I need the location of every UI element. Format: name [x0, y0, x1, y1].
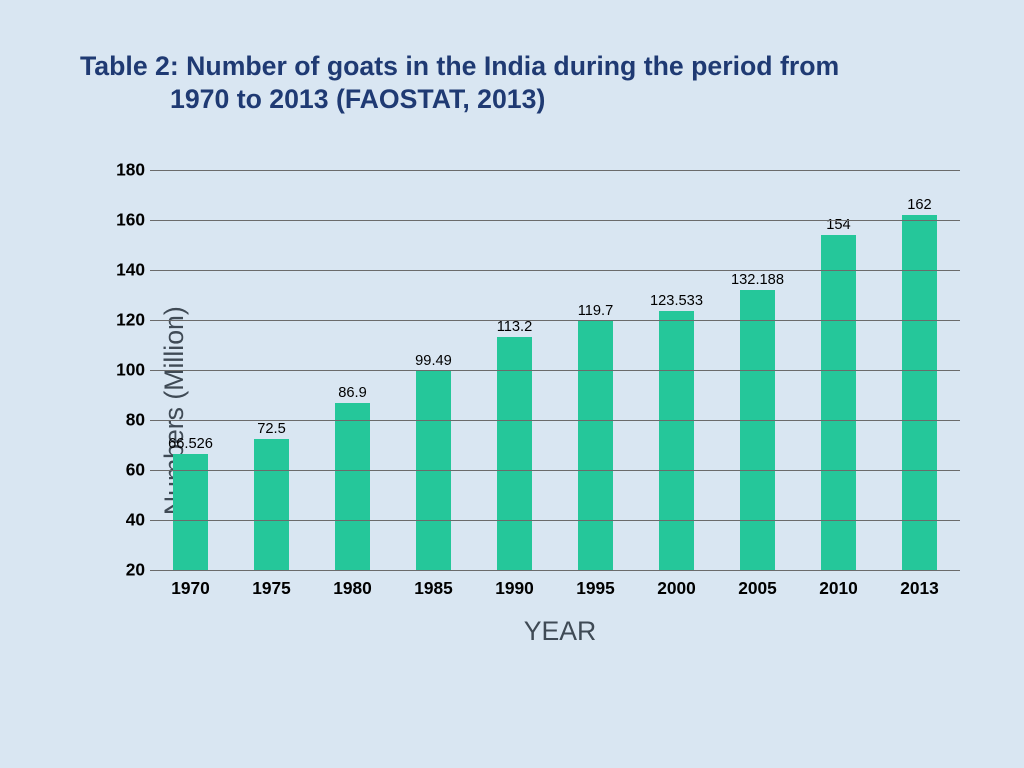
x-tick-label: 2013	[879, 578, 960, 599]
x-tick-label: 1990	[474, 578, 555, 599]
bar-value-label: 66.526	[168, 436, 213, 452]
x-tick-label: 1980	[312, 578, 393, 599]
bar: 66.526	[173, 454, 207, 570]
x-tick-label: 2010	[798, 578, 879, 599]
bar-value-label: 132.188	[731, 272, 784, 288]
plot-area: 66.526 72.5 86.9 99.49 113.2 119.7 123.533 132.…	[150, 170, 960, 570]
bar: 113.2	[497, 337, 531, 570]
y-tick-label: 20	[110, 560, 145, 581]
title-prefix: Table 2:	[80, 51, 186, 81]
y-tick-label: 180	[110, 160, 145, 181]
x-tick-label: 1970	[150, 578, 231, 599]
bar: 86.9	[335, 403, 369, 570]
title-line1: Number of goats in the India during the …	[186, 51, 839, 81]
bar-value-label: 99.49	[415, 353, 452, 369]
y-tick-label: 160	[110, 210, 145, 231]
bar-value-label: 119.7	[578, 303, 614, 319]
gridline	[150, 170, 960, 171]
gridline	[150, 420, 960, 421]
bar: 123.533	[659, 311, 693, 570]
bar-chart: Numbers (Million) 66.52672.586.999.49113…	[70, 160, 970, 680]
bar: 162	[902, 215, 936, 570]
y-tick-label: 60	[110, 460, 145, 481]
bar-value-label: 162	[907, 197, 931, 213]
gridline	[150, 570, 960, 571]
gridline	[150, 520, 960, 521]
y-tick-label: 120	[110, 310, 145, 331]
y-tick-label: 100	[110, 360, 145, 381]
bar-value-label: 86.9	[338, 385, 367, 401]
title-line2: 1970 to 2013 (FAOSTAT, 2013)	[80, 83, 545, 116]
chart-title: Table 2: Number of goats in the India du…	[80, 50, 940, 117]
x-axis-label: YEAR	[70, 616, 970, 647]
gridline	[150, 320, 960, 321]
x-tick-label: 1995	[555, 578, 636, 599]
y-tick-label: 140	[110, 260, 145, 281]
y-tick-label: 80	[110, 410, 145, 431]
gridline	[150, 470, 960, 471]
bar: 72.5	[254, 439, 288, 570]
bar-value-label: 123.533	[650, 293, 703, 309]
bar: 119.7	[578, 321, 612, 570]
x-tick-label: 2000	[636, 578, 717, 599]
bar: 132.188	[740, 290, 774, 570]
slide-page: Table 2: Number of goats in the India du…	[0, 0, 1024, 768]
x-tick-label: 1985	[393, 578, 474, 599]
gridline	[150, 370, 960, 371]
gridline	[150, 220, 960, 221]
x-tick-label: 2005	[717, 578, 798, 599]
gridline	[150, 270, 960, 271]
x-tick-label: 1975	[231, 578, 312, 599]
y-tick-label: 40	[110, 510, 145, 531]
bar-value-label: 72.5	[257, 421, 286, 437]
bar-value-label: 113.2	[497, 319, 533, 335]
